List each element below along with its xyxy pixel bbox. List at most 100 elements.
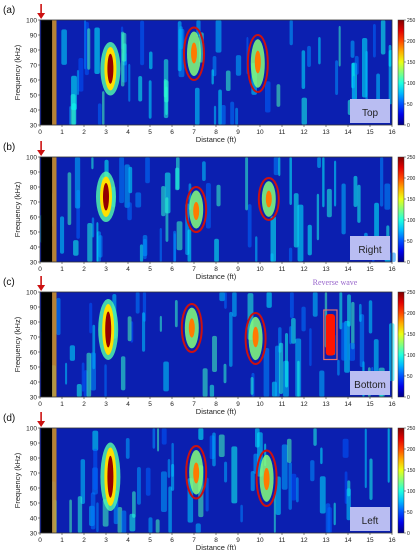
y-tick-label: 70 xyxy=(30,200,38,207)
texture-streak xyxy=(289,20,293,46)
texture-streak xyxy=(247,204,252,248)
y-axis-label: Frequency (kHz) xyxy=(13,44,22,100)
x-tick-label: 16 xyxy=(388,401,396,408)
initial-pulse-band xyxy=(41,292,53,397)
texture-streak xyxy=(273,157,279,176)
texture-streak xyxy=(276,84,281,107)
texture-streak xyxy=(319,476,326,514)
texture-streak xyxy=(319,370,325,397)
texture-streak xyxy=(291,318,296,344)
texture-streak xyxy=(273,492,276,533)
texture-streak xyxy=(173,230,177,262)
texture-streak xyxy=(318,36,321,65)
y-tick-label: 70 xyxy=(30,63,38,70)
texture-streak xyxy=(97,103,102,125)
initial-pulse-band xyxy=(41,20,53,125)
texture-streak xyxy=(369,458,373,500)
x-tick-label: 15 xyxy=(366,401,374,408)
x-tick-label: 12 xyxy=(300,266,308,273)
texture-streak xyxy=(301,306,306,332)
y-tick-label: 50 xyxy=(30,365,38,372)
x-tick-label: 5 xyxy=(148,266,152,273)
texture-streak xyxy=(86,352,92,397)
colorbar-tick-label: 0 xyxy=(407,123,410,129)
texture-streak xyxy=(293,193,299,248)
colorbar-tick-label: 250 xyxy=(407,155,416,161)
x-tick-label: 3 xyxy=(104,401,108,408)
x-axis-label: Distance (ft) xyxy=(196,407,237,416)
colorbar-tick-label: 50 xyxy=(407,102,413,108)
texture-streak xyxy=(286,438,292,463)
texture-streak xyxy=(333,502,336,526)
colorbar-tick-label: 0 xyxy=(407,395,410,401)
x-tick-label: 15 xyxy=(366,537,374,544)
x-tick-label: 13 xyxy=(322,266,330,273)
anomaly-circle xyxy=(180,303,203,353)
anomaly-core xyxy=(254,50,261,74)
x-tick-label: 15 xyxy=(366,266,374,273)
texture-streak xyxy=(80,459,86,505)
texture-streak xyxy=(219,292,226,302)
texture-streak xyxy=(349,342,356,361)
texture-streak xyxy=(212,432,216,467)
texture-streak xyxy=(87,222,93,262)
texture-streak xyxy=(117,506,123,533)
anomaly-circle xyxy=(185,186,208,233)
colorbar-tick-label: 250 xyxy=(407,426,416,432)
x-tick-label: 9 xyxy=(236,266,240,273)
band-core xyxy=(107,455,114,498)
texture-streak xyxy=(61,29,67,65)
colorbar-tick-label: 150 xyxy=(407,332,416,338)
texture-streak xyxy=(313,428,317,446)
texture-streak xyxy=(266,292,272,308)
band-core xyxy=(105,311,112,348)
x-tick-label: 10 xyxy=(256,266,264,273)
texture-streak xyxy=(91,157,94,170)
initial-pulse-edge xyxy=(52,157,57,262)
texture-streak xyxy=(281,444,288,490)
texture-streak xyxy=(135,292,140,314)
texture-streak xyxy=(288,247,293,262)
texture-streak xyxy=(94,27,100,74)
anomaly-core xyxy=(193,462,200,484)
texture-streak xyxy=(316,193,320,241)
texture-streak xyxy=(159,228,162,262)
texture-streak xyxy=(213,105,217,125)
texture-streak xyxy=(312,292,318,317)
y-tick-label: 30 xyxy=(30,260,38,267)
texture-streak xyxy=(357,184,361,223)
x-tick-label: 8 xyxy=(214,401,218,408)
y-tick-label: 70 xyxy=(30,335,38,342)
x-tick-label: 11 xyxy=(279,129,286,136)
y-tick-label: 90 xyxy=(30,305,38,312)
texture-streak xyxy=(347,294,351,327)
texture-streak xyxy=(216,184,221,207)
texture-streak xyxy=(74,157,81,209)
x-tick-label: 2 xyxy=(82,401,86,408)
band-core xyxy=(107,53,114,84)
texture-streak xyxy=(93,448,98,491)
texture-streak xyxy=(391,252,396,262)
x-tick-label: 7 xyxy=(192,266,196,273)
texture-streak xyxy=(205,477,209,512)
texture-streak xyxy=(341,322,347,361)
texture-streak xyxy=(128,63,131,102)
texture-streak xyxy=(120,356,126,391)
position-label: Bottom xyxy=(354,380,386,391)
texture-streak xyxy=(297,204,304,262)
texture-streak xyxy=(225,70,231,91)
annotation-label: Reverse wave xyxy=(313,278,358,287)
texture-streak xyxy=(380,20,386,55)
colorbar-tick-label: 150 xyxy=(407,60,416,66)
x-tick-label: 14 xyxy=(344,401,352,408)
colorbar xyxy=(397,427,405,534)
colorbar-tick-label: 100 xyxy=(407,353,416,359)
texture-streak xyxy=(270,216,277,262)
x-tick-label: 8 xyxy=(214,266,218,273)
texture-streak xyxy=(174,300,178,328)
colorbar-tick-label: 50 xyxy=(407,239,413,245)
texture-streak xyxy=(129,513,136,532)
